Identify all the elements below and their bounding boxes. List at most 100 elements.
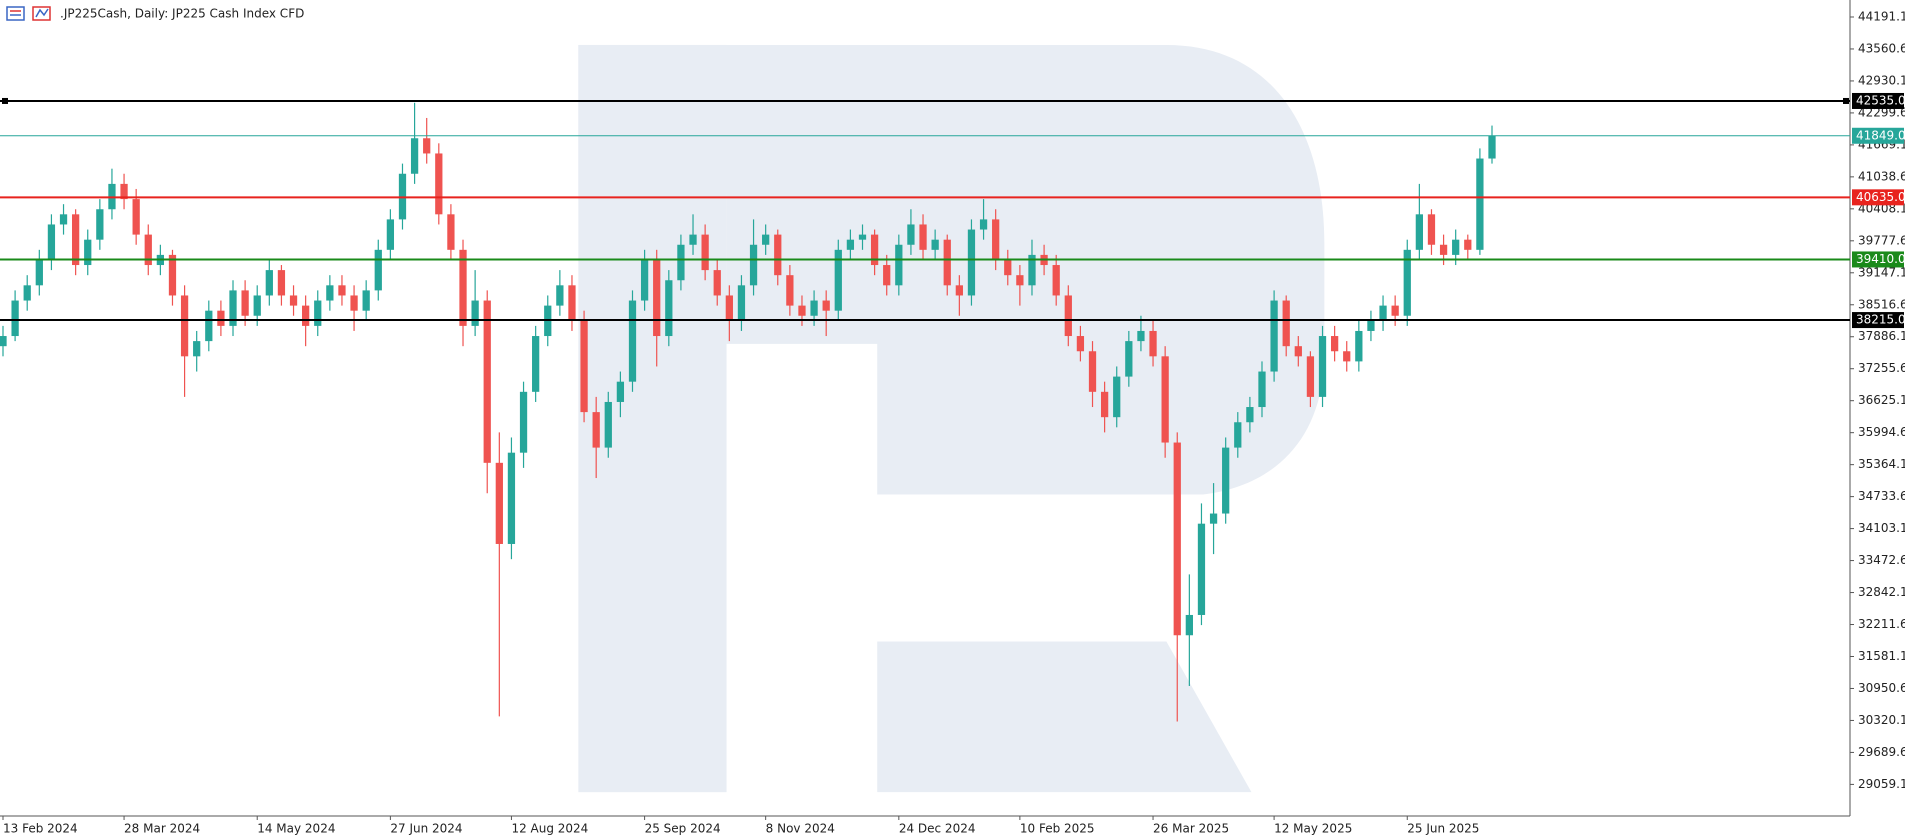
candle-body <box>459 249 467 326</box>
y-tick-label: 35994.6 <box>1858 425 1905 439</box>
candle-body <box>423 138 431 154</box>
candle-body <box>713 270 721 296</box>
candle-body <box>132 199 140 235</box>
candle-body <box>580 320 588 413</box>
y-tick-label: 39777.6 <box>1858 233 1905 247</box>
candle-body <box>737 285 746 321</box>
y-tick-label: 37886.1 <box>1858 329 1905 343</box>
candle-body <box>435 153 443 215</box>
y-tick-label: 42930.1 <box>1858 73 1905 87</box>
watermark <box>578 44 1325 793</box>
candle-body <box>1234 422 1242 448</box>
candle-body <box>1197 523 1206 615</box>
candle-body <box>653 259 661 337</box>
candle-body <box>858 234 867 240</box>
candle-body <box>289 295 298 306</box>
candle-body <box>84 239 92 266</box>
candle-body <box>1137 330 1145 342</box>
x-tick-label: 25 Sep 2024 <box>645 822 721 836</box>
candle-body <box>338 285 346 296</box>
candle-body <box>11 300 19 337</box>
candle-body <box>1476 158 1484 250</box>
candle-body <box>205 310 213 342</box>
toolbar-icons[interactable] <box>6 6 51 21</box>
candle-body <box>1403 249 1411 316</box>
y-tick-label: 30950.6 <box>1858 681 1905 695</box>
candle-body <box>23 285 31 301</box>
candle-body <box>1258 371 1266 408</box>
candle-body <box>265 270 273 296</box>
candle-body <box>350 295 358 311</box>
candle-body <box>604 401 612 448</box>
level-label: 42535.0 <box>1856 93 1905 107</box>
candle-body <box>1427 214 1436 245</box>
x-tick-label: 10 Feb 2025 <box>1020 822 1095 836</box>
y-tick-label: 32842.1 <box>1858 585 1905 599</box>
candle-body <box>519 391 528 453</box>
candle-body <box>1391 305 1399 316</box>
candle-body <box>846 239 855 250</box>
candle-body <box>1004 259 1012 276</box>
candle-body <box>1439 244 1448 255</box>
y-tick-label: 39147.1 <box>1858 265 1905 279</box>
candle-body <box>1488 135 1496 159</box>
level-handle <box>2 97 8 104</box>
candle-body <box>810 300 818 316</box>
candle-body <box>193 341 201 357</box>
candle-body <box>1306 356 1315 397</box>
candle-body <box>241 290 249 316</box>
candle-body <box>798 305 806 316</box>
y-tick-label: 38516.6 <box>1858 297 1905 311</box>
candle-body <box>1379 305 1387 321</box>
level-label: 39410.0 <box>1856 252 1905 266</box>
candle-body <box>1076 336 1085 352</box>
x-tick-label: 12 May 2025 <box>1274 822 1352 836</box>
candle-body <box>1185 614 1193 636</box>
x-tick-label: 24 Dec 2024 <box>899 822 976 836</box>
candle-body <box>931 239 939 250</box>
y-tick-label: 33472.6 <box>1858 553 1905 567</box>
candle-body <box>229 290 237 326</box>
candle-body <box>1161 356 1169 443</box>
candle-body <box>120 183 128 200</box>
level-label: 38215.0 <box>1856 313 1905 327</box>
candle-body <box>677 244 685 281</box>
candle-body <box>725 295 733 321</box>
candle-body <box>386 219 395 250</box>
y-tick-label: 30320.1 <box>1858 713 1905 727</box>
candle-body <box>410 138 419 174</box>
candle-body <box>556 285 564 306</box>
candle-body <box>1052 265 1060 296</box>
candle-body <box>1222 447 1230 514</box>
candle-body <box>1125 341 1133 377</box>
candle-body <box>35 259 43 286</box>
candle-body <box>955 285 963 296</box>
candle-body <box>72 214 80 266</box>
level-label: 40635.0 <box>1856 190 1905 204</box>
candle-body <box>1318 336 1327 397</box>
candle-body <box>616 381 625 402</box>
candle-body <box>217 310 225 326</box>
candle-body <box>640 259 649 301</box>
candle-body <box>907 224 915 245</box>
candle-body <box>1282 300 1290 347</box>
y-tick-label: 43560.6 <box>1858 41 1905 55</box>
candle-body <box>180 295 189 357</box>
candle-body <box>967 229 976 296</box>
y-tick-label: 35364.1 <box>1858 457 1905 471</box>
candle-body <box>1452 239 1460 255</box>
candle-body <box>1149 330 1157 357</box>
candle-body <box>1464 239 1472 250</box>
candle-body <box>992 219 1000 260</box>
candle-body <box>883 265 891 286</box>
candle-body <box>507 452 516 544</box>
candle-body <box>774 234 782 276</box>
candle-body <box>1113 376 1121 418</box>
y-tick-label: 29689.6 <box>1858 745 1905 759</box>
candle-body <box>1088 351 1097 392</box>
y-tick-label: 41038.6 <box>1858 169 1905 183</box>
x-tick-label: 13 Feb 2024 <box>3 822 78 836</box>
candle-body <box>1330 336 1339 352</box>
